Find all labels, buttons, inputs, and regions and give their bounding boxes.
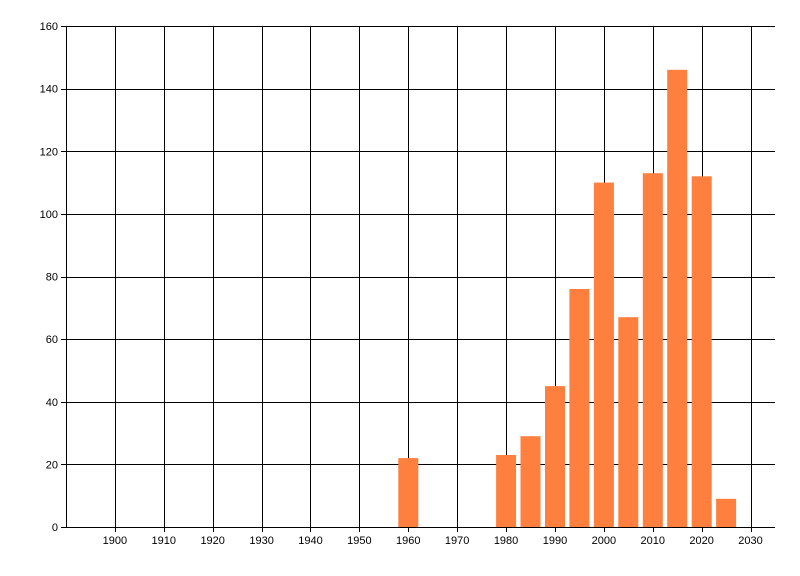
tick-labels: 1900 1910 1920 1930 1940 1950 1960 1970 1980 1990…: [40, 21, 763, 547]
bar: [398, 458, 419, 527]
bar: [642, 173, 663, 527]
bar: [569, 289, 590, 527]
bar: [520, 436, 541, 527]
x-tick-label: 1910: [152, 535, 176, 547]
y-tick-label: 40: [46, 397, 58, 409]
y-tick-label: 100: [40, 209, 58, 221]
x-tick-label: 1930: [249, 535, 273, 547]
bar: [716, 498, 737, 527]
x-tick-label: 2030: [738, 535, 762, 547]
x-tick-label: 1900: [103, 535, 127, 547]
y-tick-label: 160: [40, 21, 58, 33]
y-tick-label: 120: [40, 146, 58, 158]
bar: [593, 182, 614, 527]
x-tick-label: 1960: [396, 535, 420, 547]
x-tick-label: 1950: [347, 535, 371, 547]
x-tick-label: 1980: [494, 535, 518, 547]
bar: [691, 176, 712, 528]
axes: [66, 26, 775, 528]
y-tick-label: 20: [46, 459, 58, 471]
y-tick-label: 60: [46, 334, 58, 346]
x-tick-label: 1970: [445, 535, 469, 547]
y-tick-label: 0: [52, 522, 58, 534]
x-tick-label: 1920: [200, 535, 224, 547]
x-tick-label: 1940: [298, 535, 322, 547]
bar: [618, 317, 639, 527]
bars: [398, 69, 737, 528]
bar: [545, 386, 565, 527]
x-tick-label: 2000: [592, 535, 616, 547]
bar: [667, 69, 688, 528]
y-tick-label: 80: [46, 272, 58, 284]
x-tick-label: 1990: [543, 535, 567, 547]
x-tick-label: 2010: [641, 535, 665, 547]
y-tick-label: 140: [40, 84, 58, 96]
x-tick-label: 2020: [689, 535, 713, 547]
bar: [496, 455, 517, 527]
